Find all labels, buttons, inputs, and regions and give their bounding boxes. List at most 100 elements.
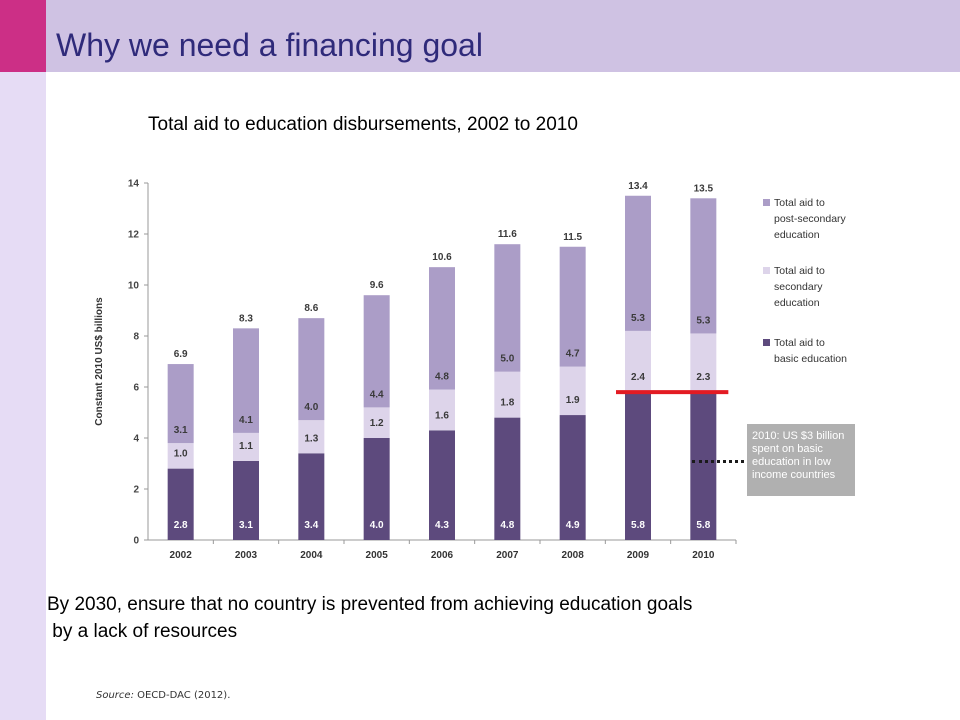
bar-segment <box>298 420 325 454</box>
annotation-connector <box>692 460 744 463</box>
bar-segment-label: 4.0 <box>370 520 384 531</box>
bar-segment <box>559 246 586 367</box>
x-tick-label: 2010 <box>692 550 715 561</box>
bar-segment-label: 1.0 <box>174 449 188 460</box>
y-tick-label: 0 <box>133 536 139 547</box>
bar-segment <box>690 333 717 393</box>
header-band <box>0 0 960 72</box>
goal-statement: By 2030, ensure that no country is preve… <box>47 591 692 645</box>
bar-segment-label: 1.6 <box>435 410 449 421</box>
bar-segment <box>363 295 390 408</box>
legend-label: Total aid to <box>774 265 825 277</box>
bar-total-label: 8.6 <box>304 303 318 314</box>
bar-segment-label: 1.9 <box>566 395 580 406</box>
legend-swatch <box>763 199 770 206</box>
bar-segment-label: 4.9 <box>566 520 580 531</box>
bar-segment <box>233 328 259 433</box>
bar-segment-label: 3.1 <box>239 520 253 531</box>
bar-segment-label: 1.8 <box>500 398 514 409</box>
bar-segment <box>494 417 521 540</box>
bar-total-label: 8.3 <box>239 313 253 324</box>
bar-segment <box>167 364 194 444</box>
bar-segment-label: 5.3 <box>696 315 710 326</box>
x-tick-label: 2007 <box>496 550 519 561</box>
bar-segment-label: 2.3 <box>696 372 710 383</box>
y-tick-label: 4 <box>133 434 139 445</box>
x-tick-label: 2009 <box>627 550 650 561</box>
source-text: OECD-DAC (2012). <box>133 690 231 701</box>
legend-label: education <box>774 297 820 309</box>
x-tick-label: 2004 <box>300 550 323 561</box>
bar-segment <box>494 244 521 372</box>
bar-segment-label: 4.7 <box>566 349 580 360</box>
bar-segment-label: 5.8 <box>631 520 645 531</box>
bar-segment-label: 4.1 <box>239 415 253 426</box>
legend-label: education <box>774 229 820 241</box>
bar-total-label: 6.9 <box>174 349 188 360</box>
bar-segment <box>298 318 325 421</box>
x-tick-label: 2003 <box>235 550 258 561</box>
bar-total-label: 11.5 <box>563 232 582 243</box>
bar-segment <box>233 460 259 540</box>
bar-total-label: 10.6 <box>432 252 452 263</box>
bar-segment <box>625 330 651 393</box>
bar-segment-label: 4.8 <box>435 372 449 383</box>
bar-segment <box>690 392 717 540</box>
annotation-line: 2010: US $3 billion <box>752 430 845 442</box>
goal-statement-line: by a lack of resources <box>47 621 238 642</box>
bar-segment-label: 2.4 <box>631 372 645 383</box>
annotation-line: income countries <box>752 469 836 481</box>
bar-segment-label: 5.8 <box>696 520 710 531</box>
left-strip <box>0 72 46 720</box>
legend-label: Total aid to <box>774 337 825 349</box>
annotation-callout: 2010: US $3 billion spent on basic educa… <box>747 424 855 496</box>
bar-total-label: 11.6 <box>498 229 517 240</box>
y-tick-label: 2 <box>133 485 139 496</box>
legend-label: basic education <box>774 353 847 365</box>
bar-segment <box>559 415 586 540</box>
x-tick-label: 2006 <box>431 550 454 561</box>
bar-segment <box>429 267 455 390</box>
y-tick-label: 10 <box>128 281 140 292</box>
bar-segment-label: 4.3 <box>435 520 449 531</box>
bar-segment <box>559 366 586 416</box>
bar-segment-label: 5.3 <box>631 313 645 324</box>
y-tick-label: 14 <box>128 179 140 190</box>
bar-segment-label: 5.0 <box>500 354 514 365</box>
bar-segment <box>625 392 651 540</box>
annotation-line: spent on basic <box>752 443 823 455</box>
bar-segment-label: 4.0 <box>304 402 318 413</box>
bar-total-label: 9.6 <box>370 280 384 291</box>
y-tick-label: 8 <box>133 332 139 343</box>
bar-segment-label: 1.3 <box>304 433 318 444</box>
bar-segment <box>429 430 455 540</box>
bar-segment <box>298 453 325 540</box>
legend-swatch <box>763 339 770 346</box>
bar-segment-label: 3.1 <box>174 425 188 436</box>
accent-block <box>0 0 46 72</box>
bar-segment-label: 2.8 <box>174 520 188 531</box>
bar-segment-label: 3.4 <box>304 520 318 531</box>
y-tick-label: 12 <box>128 230 140 241</box>
annotation-line: education in low <box>752 456 831 468</box>
bar-segment <box>233 432 259 461</box>
bar-segment <box>363 407 390 438</box>
chart-title: Total aid to education disbursements, 20… <box>148 114 578 135</box>
x-tick-label: 2008 <box>562 550 585 561</box>
bar-segment <box>167 468 194 540</box>
bar-segment <box>494 371 521 418</box>
y-axis-label: Constant 2010 US$ billions <box>94 297 105 426</box>
bar-segment <box>690 198 717 334</box>
goal-statement-line: By 2030, ensure that no country is preve… <box>47 594 693 615</box>
source-note: Source: OECD-DAC (2012). <box>96 690 230 701</box>
page-title: Why we need a financing goal <box>56 27 483 63</box>
bar-total-label: 13.5 <box>694 183 714 194</box>
bar-total-label: 13.4 <box>628 181 648 192</box>
bar-segment-label: 4.4 <box>370 389 384 400</box>
stacked-bar-chart: 0 2 4 6 8 10 12 14 Constant 2010 US$ billions 2.8… <box>94 179 847 562</box>
x-tick-label: 2005 <box>366 550 389 561</box>
legend-label: Total aid to <box>774 197 825 209</box>
bar-segment-label: 1.2 <box>370 418 384 429</box>
bar-segment-label: 1.1 <box>239 441 253 452</box>
bar-segment <box>363 438 390 540</box>
